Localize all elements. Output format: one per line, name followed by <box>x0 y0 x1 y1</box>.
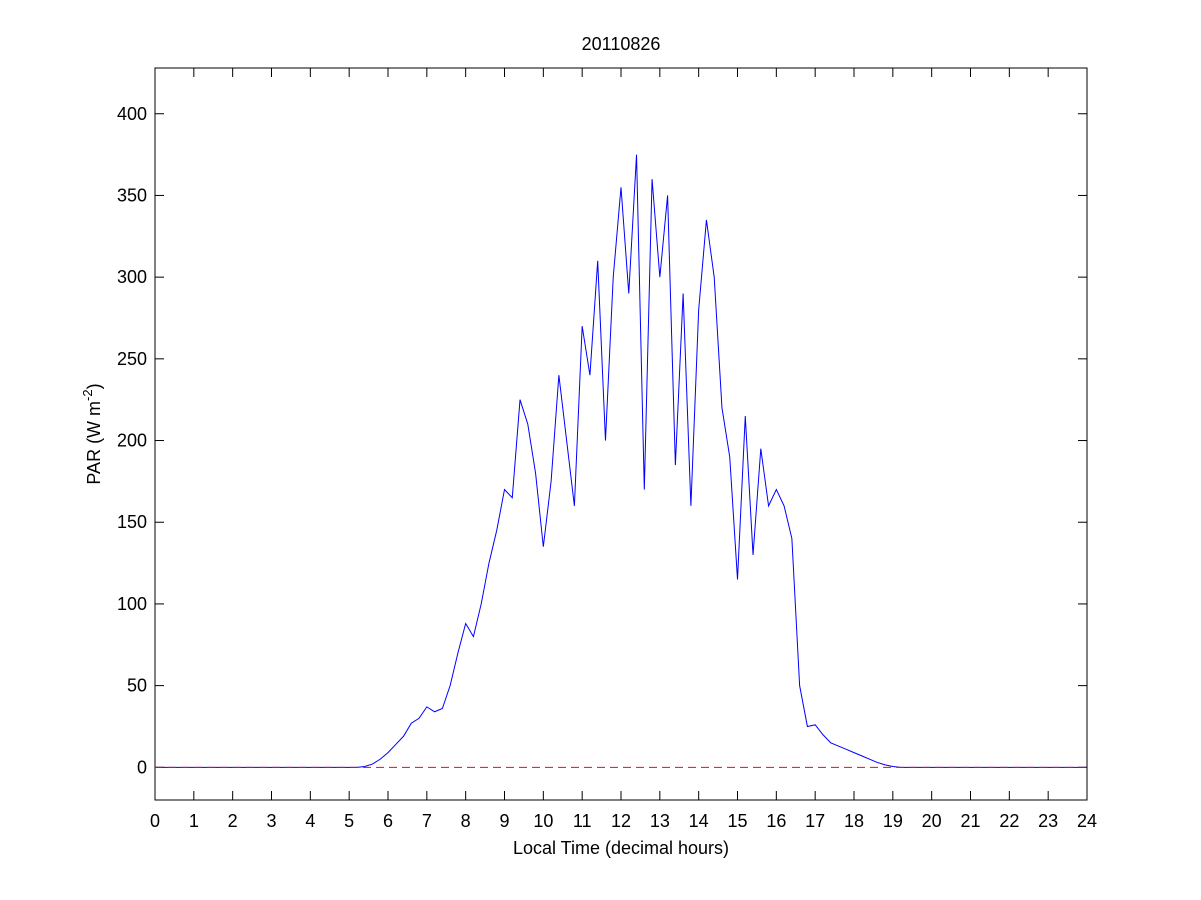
y-tick-label: 50 <box>127 676 147 696</box>
y-tick-label: 150 <box>117 512 147 532</box>
y-tick-label: 100 <box>117 594 147 614</box>
x-tick-label: 17 <box>805 811 825 831</box>
x-tick-label: 1 <box>189 811 199 831</box>
x-tick-label: 8 <box>461 811 471 831</box>
y-tick-label: 400 <box>117 104 147 124</box>
x-tick-label: 12 <box>611 811 631 831</box>
x-axis-label: Local Time (decimal hours) <box>513 838 729 858</box>
x-tick-label: 13 <box>650 811 670 831</box>
y-label-suffix: ) <box>84 383 104 389</box>
x-tick-label: 23 <box>1038 811 1058 831</box>
x-tick-label: 2 <box>228 811 238 831</box>
y-tick-label: 0 <box>137 757 147 777</box>
x-tick-label: 22 <box>999 811 1019 831</box>
x-tick-label: 10 <box>533 811 553 831</box>
plot-area <box>154 67 1088 801</box>
x-tick-label: 19 <box>883 811 903 831</box>
chart-title: 20110826 <box>582 34 661 54</box>
x-tick-label: 3 <box>266 811 276 831</box>
y-tick-label: 250 <box>117 349 147 369</box>
x-tick-label: 4 <box>305 811 315 831</box>
x-tick-label: 0 <box>150 811 160 831</box>
x-tick-label: 24 <box>1077 811 1097 831</box>
y-label-text: PAR (W m <box>84 401 104 485</box>
x-tick-label: 6 <box>383 811 393 831</box>
x-tick-label: 21 <box>960 811 980 831</box>
x-tick-label: 14 <box>689 811 709 831</box>
y-tick-label: 350 <box>117 185 147 205</box>
data-line <box>155 154 1087 768</box>
y-label-superscript: -2 <box>80 389 95 401</box>
y-axis-label: PAR (W m-2) <box>80 383 104 484</box>
x-tick-label: 11 <box>573 811 592 831</box>
y-tick-label: 300 <box>117 267 147 287</box>
x-tick-label: 7 <box>422 811 432 831</box>
x-tick-label: 9 <box>499 811 509 831</box>
x-tick-label: 20 <box>922 811 942 831</box>
x-tick-label: 16 <box>766 811 786 831</box>
x-tick-label: 15 <box>727 811 747 831</box>
x-tick-label: 18 <box>844 811 864 831</box>
x-tick-label: 5 <box>344 811 354 831</box>
y-tick-label: 200 <box>117 431 147 451</box>
